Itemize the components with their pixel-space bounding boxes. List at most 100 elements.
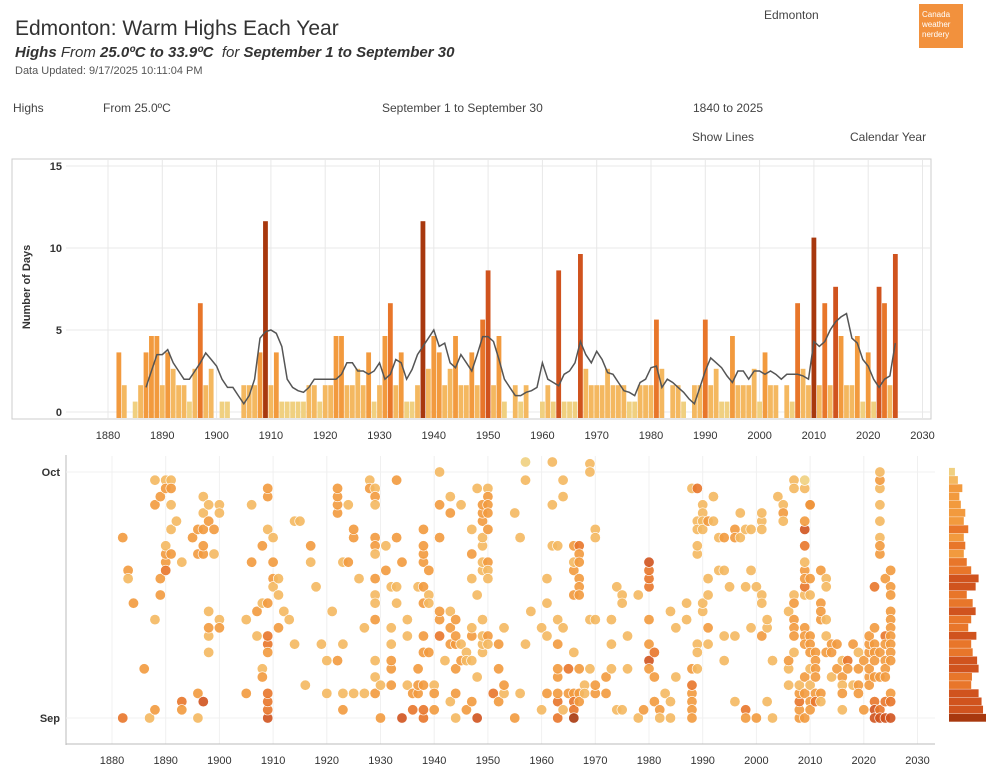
dot — [197, 491, 209, 503]
dot — [170, 515, 182, 527]
dot — [482, 638, 494, 650]
bar-x-tick-label: 1920 — [313, 430, 337, 442]
page-title: Edmonton: Warm Highs Each Year — [15, 17, 339, 40]
dot — [573, 696, 585, 708]
dot — [203, 622, 215, 634]
dot — [305, 540, 317, 552]
dot — [820, 630, 832, 642]
bar — [806, 385, 811, 418]
bar — [339, 336, 344, 418]
dot — [799, 671, 811, 683]
bar — [697, 385, 703, 418]
dot — [702, 573, 714, 585]
dot — [557, 491, 569, 503]
dot — [552, 638, 564, 650]
bar — [159, 385, 165, 418]
dot — [423, 564, 435, 576]
dot — [874, 540, 886, 552]
bar-x-tick-label: 1940 — [422, 430, 446, 442]
dot — [262, 630, 274, 642]
dot — [417, 679, 429, 691]
filter-year-type[interactable]: Calendar Year — [850, 130, 927, 144]
logo-badge[interactable]: Canada weather nerdery — [919, 4, 963, 48]
dot — [691, 540, 703, 552]
bar — [632, 401, 638, 418]
dot — [842, 663, 854, 675]
bar — [599, 385, 605, 418]
dot — [466, 548, 478, 560]
dot — [246, 556, 258, 568]
dot — [643, 663, 655, 675]
dot — [294, 515, 306, 527]
dot — [466, 573, 478, 585]
dot — [262, 523, 274, 535]
filter-threshold[interactable]: From 25.0ºC — [103, 101, 171, 115]
bar — [550, 401, 556, 418]
bar — [670, 385, 676, 418]
dot — [541, 597, 553, 609]
bar — [409, 401, 415, 418]
dot — [643, 638, 655, 650]
dot — [514, 532, 526, 544]
bar — [398, 352, 404, 418]
dot-x-tick-label: 1910 — [261, 755, 285, 767]
dot — [315, 638, 327, 650]
bar — [844, 385, 849, 418]
dot — [804, 573, 816, 585]
dot — [262, 597, 274, 609]
dot — [434, 630, 446, 642]
histogram-bar — [949, 533, 964, 542]
dot — [718, 532, 730, 544]
dot — [858, 704, 870, 716]
filter-period[interactable]: September 1 to September 30 — [382, 101, 543, 115]
histogram-bar — [949, 640, 972, 648]
dot — [879, 671, 891, 683]
dot — [788, 597, 800, 609]
bar — [480, 319, 486, 418]
bar — [757, 401, 762, 418]
bar-x-tick-label: 2020 — [856, 430, 880, 442]
dot — [552, 712, 564, 724]
dot — [777, 515, 789, 527]
dot — [391, 581, 403, 593]
dot — [450, 712, 462, 724]
dot — [546, 499, 558, 511]
dot — [852, 646, 864, 658]
dot — [444, 491, 456, 503]
filter-show-lines[interactable]: Show Lines — [692, 130, 755, 144]
dot — [718, 655, 730, 667]
bar — [800, 368, 806, 418]
bar — [621, 385, 627, 418]
bar — [773, 385, 779, 418]
bar — [474, 385, 480, 418]
dot — [611, 581, 623, 593]
histogram-bar — [949, 492, 960, 501]
dot — [460, 704, 472, 716]
dot-x-tick-label: 2030 — [905, 755, 929, 767]
dot — [144, 712, 156, 724]
filter-years[interactable]: 1840 to 2025 — [693, 101, 764, 115]
dot — [562, 663, 574, 675]
bar-y-tick-label: 0 — [56, 407, 62, 419]
dot — [203, 605, 215, 617]
dot — [444, 696, 456, 708]
bar-x-tick-label: 1950 — [476, 430, 500, 442]
dot — [852, 687, 864, 699]
logo-line-1: Canada — [922, 10, 951, 19]
dot — [740, 712, 752, 724]
dot — [734, 532, 746, 544]
bar — [724, 401, 730, 418]
filter-measure[interactable]: Highs — [13, 101, 44, 115]
bar — [116, 352, 122, 418]
bar — [768, 385, 773, 418]
bar — [404, 401, 410, 418]
dot — [702, 638, 714, 650]
dot — [434, 532, 446, 544]
dot — [815, 696, 827, 708]
dot — [256, 540, 268, 552]
dot — [493, 663, 505, 675]
dot — [605, 663, 617, 675]
dot — [826, 646, 838, 658]
bar — [572, 401, 578, 418]
dot-x-tick-label: 2020 — [852, 755, 876, 767]
